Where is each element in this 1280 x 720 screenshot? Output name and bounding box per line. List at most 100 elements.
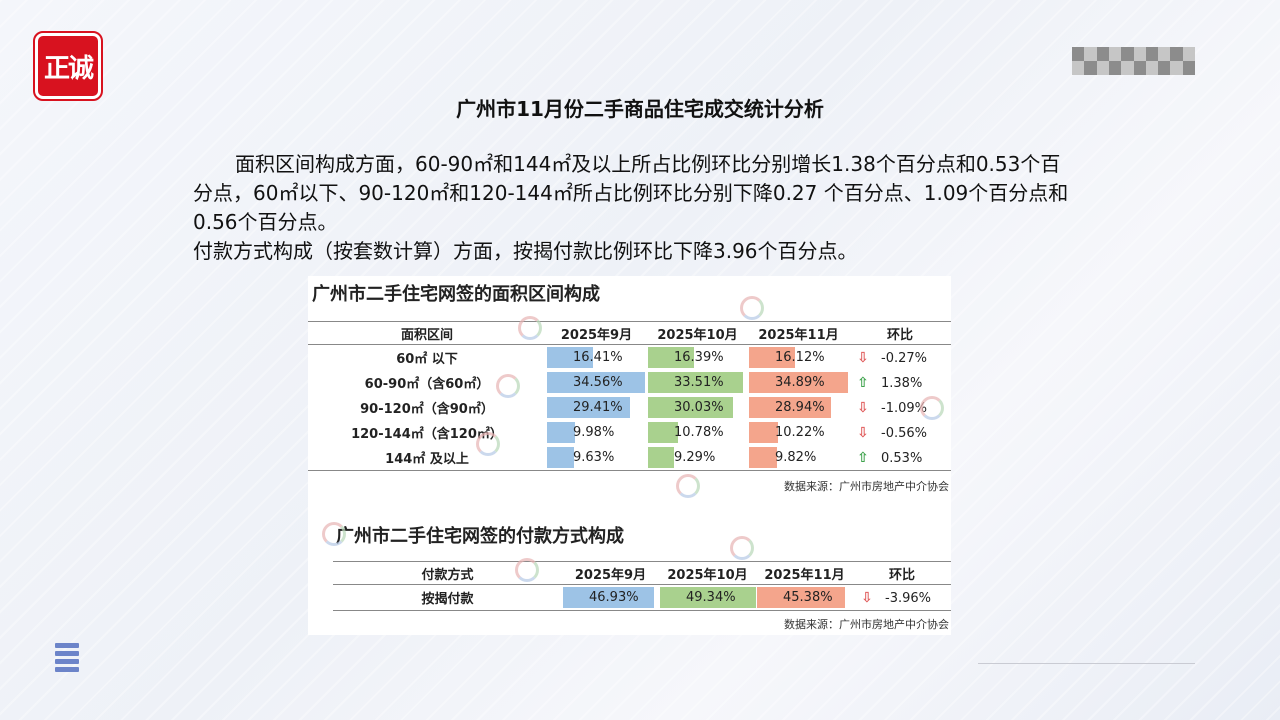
watermark-logo — [730, 536, 754, 560]
arrow-up-icon: ⇧ — [857, 374, 869, 391]
area-table-title: 广州市二手住宅网签的面积区间构成 — [312, 284, 600, 305]
column-header: 面积区间 — [400, 327, 453, 343]
value-cell-sep: 46.93% — [562, 585, 659, 611]
area-data-source: 数据来源：广州市房地产中介协会 — [784, 480, 949, 493]
change-cell: ⇩ -0.27% — [849, 345, 951, 371]
value-bar-nov — [749, 347, 795, 368]
watermark-logo — [496, 374, 520, 398]
value-cell-oct: 9.29% — [647, 445, 748, 471]
arrow-down-icon: ⇩ — [857, 424, 869, 441]
row-label: 90-120㎡（含90㎡） — [360, 402, 494, 417]
column-header: 2025年9月 — [560, 327, 633, 343]
payment-composition-table: 付款方式 2025年9月 2025年10月 2025年11月 环比 按揭付款 46… — [333, 561, 951, 611]
value-cell-nov: 9.82% — [748, 445, 849, 471]
value-bar-nov — [749, 397, 831, 418]
table-row: 按揭付款 46.93% 49.34% 45.38% ⇩ -3.96% — [333, 585, 951, 611]
value-label: 10.78% — [674, 425, 724, 440]
watermark-logo — [920, 396, 944, 420]
change-value: -1.09% — [881, 400, 927, 416]
value-cell-oct: 16.39% — [647, 345, 748, 371]
change-value: 1.38% — [881, 375, 923, 391]
change-cell: ⇩ -3.96% — [853, 585, 951, 611]
row-label: 120-144㎡（含120㎡） — [351, 427, 503, 442]
watermark-logo — [518, 316, 542, 340]
menu-icon[interactable] — [55, 643, 79, 675]
row-label: 按揭付款 — [421, 592, 474, 607]
value-cell-nov: 10.22% — [748, 420, 849, 445]
value-label: 45.38% — [783, 590, 833, 605]
value-bar-sep — [547, 447, 575, 468]
change-value: -3.96% — [885, 590, 931, 606]
value-cell-nov: 16.12% — [748, 345, 849, 371]
value-bar-oct — [660, 587, 756, 608]
value-bar-oct — [648, 422, 679, 443]
value-bar-sep — [547, 372, 645, 393]
value-bar-oct — [648, 372, 743, 393]
value-label: 16.39% — [674, 350, 724, 365]
value-cell-oct: 49.34% — [659, 585, 756, 611]
change-cell: ⇧ 0.53% — [849, 445, 951, 471]
change-value: 0.53% — [881, 450, 923, 466]
change-value: -0.27% — [881, 350, 927, 366]
value-label: 9.98% — [573, 425, 615, 440]
arrow-down-icon: ⇩ — [861, 589, 873, 606]
value-cell-oct: 30.03% — [647, 395, 748, 420]
column-header: 环比 — [886, 327, 913, 343]
value-bar-nov — [749, 372, 848, 393]
value-label: 9.63% — [573, 450, 615, 465]
value-label: 28.94% — [775, 400, 825, 415]
area-composition-table: 面积区间 2025年9月 2025年10月 2025年11月 环比 60㎡ 以下… — [308, 321, 951, 471]
table-row: 60㎡ 以下 16.41% 16.39% 16.12% ⇩ -0.27% — [308, 345, 951, 371]
logo-text: 正诚 — [43, 53, 94, 84]
paragraph-area: 面积区间构成方面，60-90㎡和144㎡及以上所占比例环比分别增长1.38个百分… — [193, 152, 1069, 234]
change-cell: ⇩ -1.09% — [849, 395, 951, 420]
value-bar-nov — [757, 587, 846, 608]
value-bar-sep — [547, 397, 631, 418]
watermark-logo — [515, 558, 539, 582]
body-text: 面积区间构成方面，60-90㎡和144㎡及以上所占比例环比分别增长1.38个百分… — [193, 150, 1073, 266]
watermark-logo — [322, 522, 346, 546]
column-header: 环比 — [888, 567, 915, 583]
value-cell-sep: 9.63% — [546, 445, 647, 471]
value-label: 10.22% — [775, 425, 825, 440]
arrow-down-icon: ⇩ — [857, 349, 869, 366]
change-cell: ⇧ 1.38% — [849, 370, 951, 395]
row-label: 60-90㎡（含60㎡） — [364, 377, 490, 392]
value-bar-oct — [648, 397, 733, 418]
value-cell-nov: 28.94% — [748, 395, 849, 420]
value-label: 16.12% — [775, 350, 825, 365]
slide-title: 广州市11月份二手商品住宅成交统计分析 — [456, 97, 824, 121]
statistics-figure: 广州市二手住宅网签的面积区间构成 面积区间 2025年9月 2025年10月 2… — [308, 276, 951, 635]
column-header: 2025年11月 — [764, 567, 845, 583]
column-header: 付款方式 — [421, 567, 474, 583]
payment-data-source: 数据来源：广州市房地产中介协会 — [784, 618, 949, 631]
arrow-down-icon: ⇩ — [857, 399, 869, 416]
value-label: 9.29% — [674, 450, 716, 465]
value-cell-oct: 10.78% — [647, 420, 748, 445]
value-cell-sep: 16.41% — [546, 345, 647, 371]
payment-table-title: 广州市二手住宅网签的付款方式构成 — [336, 526, 624, 547]
value-bar-sep — [547, 422, 576, 443]
table-row: 90-120㎡（含90㎡） 29.41% 30.03% 28.94% ⇩ -1.09% — [308, 395, 951, 420]
value-label: 49.34% — [686, 590, 736, 605]
table-header-row: 付款方式 2025年9月 2025年10月 2025年11月 环比 — [333, 562, 951, 585]
row-label: 60㎡ 以下 — [396, 352, 458, 367]
value-label: 16.41% — [573, 350, 623, 365]
column-header: 2025年10月 — [667, 567, 748, 583]
change-cell: ⇩ -0.56% — [849, 420, 951, 445]
value-bar-nov — [749, 447, 777, 468]
value-bar-oct — [648, 347, 695, 368]
watermark-logo — [676, 474, 700, 498]
change-value: -0.56% — [881, 425, 927, 441]
table-row: 144㎡ 及以上 9.63% 9.29% 9.82% ⇧ 0.53% — [308, 445, 951, 471]
value-bar-oct — [648, 447, 675, 468]
value-cell-sep: 34.56% — [546, 370, 647, 395]
value-label: 29.41% — [573, 400, 623, 415]
paragraph-payment: 付款方式构成（按套数计算）方面，按揭付款比例环比下降3.96个百分点。 — [193, 239, 858, 263]
footer-divider — [978, 663, 1195, 664]
value-cell-sep: 29.41% — [546, 395, 647, 420]
value-label: 9.82% — [775, 450, 817, 465]
column-header: 2025年9月 — [574, 567, 647, 583]
table-row: 60-90㎡（含60㎡） 34.56% 33.51% 34.89% ⇧ 1.38% — [308, 370, 951, 395]
value-cell-nov: 45.38% — [756, 585, 853, 611]
